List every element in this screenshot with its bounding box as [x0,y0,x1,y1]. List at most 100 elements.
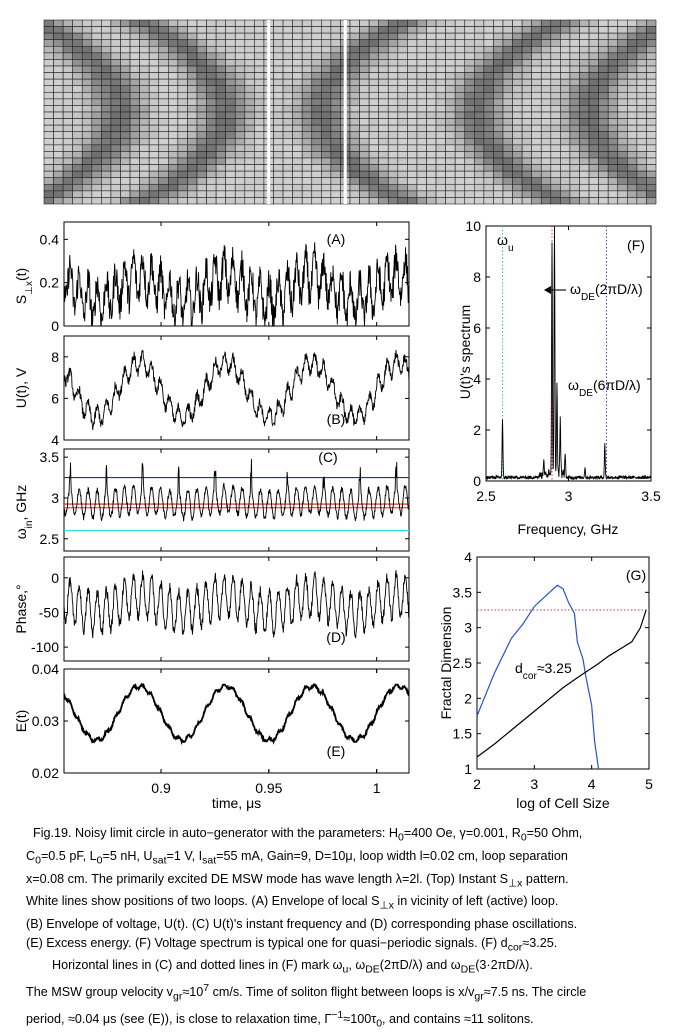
heatmap-cell [579,85,590,93]
heatmap-cell [359,52,370,60]
heatmap-cell [416,197,427,205]
heatmap-cell [196,164,207,172]
heatmap-cell [311,39,322,47]
heatmap-cell [646,118,657,126]
heatmap-cell [234,197,246,205]
heatmap-cell [254,52,265,60]
heatmap-cell [387,52,399,60]
heatmap-cell [244,65,255,73]
heatmap-cell [244,111,255,119]
heatmap-cell [502,78,513,87]
heatmap-cell [387,183,399,192]
heatmap-cell [416,52,427,60]
heatmap-cell [445,85,456,93]
heatmap-cell [359,85,370,93]
heatmap-cell [435,98,446,106]
heatmap-cell [349,32,360,41]
heatmap-cell [512,91,523,100]
heatmap-cell [397,45,408,54]
heatmap-cell [225,151,236,159]
heatmap-cell [454,85,466,93]
heatmap-cell [646,177,657,185]
heatmap-cell [646,91,657,100]
heatmap-cell [569,118,580,126]
heatmap-cell [349,78,360,87]
heatmap-cell [273,157,284,165]
heatmap-cell [53,39,64,47]
heatmap-cell [110,137,121,146]
heatmap-cell [426,124,437,133]
heatmap-cell [244,118,255,126]
heatmap-cell [617,137,628,146]
heatmap-cell [81,118,93,126]
panel-a-series [63,242,410,328]
heatmap-cell [416,98,427,106]
heatmap-cell [91,157,102,165]
heatmap-cell [474,131,485,139]
heatmap-cell [225,157,236,165]
heatmap-cell [282,26,293,34]
heatmap-cell [234,78,246,87]
heatmap-cell [330,26,341,34]
heatmap-cell [139,105,150,113]
panel-g-annotation-sub: cor [523,671,538,682]
heatmap-cell [454,170,466,179]
heatmap-cell [120,170,131,179]
heatmap-cell [196,170,207,179]
heatmap-cell [139,52,150,60]
heatmap-cell [512,26,523,34]
heatmap-cell [91,59,102,67]
heatmap-cell [607,85,619,93]
heatmap-cell [426,105,437,113]
heatmap-cell [292,19,303,27]
heatmap-cell [206,131,217,139]
heatmap-cell [579,111,590,119]
heatmap-cell [588,118,599,126]
heatmap-cell [474,164,485,172]
heatmap-cell [158,91,169,100]
heatmap-cell [540,26,552,34]
heatmap-cell [158,111,169,119]
heatmap-cell [148,91,160,100]
heatmap-cell [387,26,399,34]
heatmap-cell [129,137,140,146]
panel-f-omega-de2-tail: (6πD/λ) [593,377,641,393]
heatmap-cell [81,26,93,34]
heatmap-cell [560,131,571,139]
heatmap-cell [301,164,313,172]
heatmap-cell [101,91,112,100]
panel-f-frame [485,225,652,482]
heatmap-cell [62,26,73,34]
heatmap-cell [187,39,198,47]
heatmap-cell [72,59,83,67]
heatmap-cell [426,91,437,100]
heatmap-cell [129,131,140,139]
heatmap-cell [53,170,64,179]
heatmap-cell [521,170,532,179]
heatmap-cell [110,170,121,179]
heatmap-cell [359,45,370,54]
heatmap-cell [454,98,466,106]
heatmap-cell [311,177,322,185]
heatmap-cell [282,197,293,205]
heatmap-cell [407,137,418,146]
heatmap-cell [407,157,418,165]
heatmap-cell [588,85,599,93]
heatmap-cell [502,91,513,100]
heatmap-cell [330,19,341,27]
heatmap-cell [234,26,246,34]
heatmap-cell [588,131,599,139]
heatmap-cell [349,131,360,139]
heatmap-cell [43,65,54,73]
heatmap-cell [521,39,532,47]
heatmap-cell [560,78,571,87]
heatmap-cell [62,170,73,179]
heatmap-cell [282,32,293,41]
heatmap-cell [521,85,532,93]
heatmap-cell [234,19,246,27]
heatmap-cell [292,190,303,198]
heatmap-cell [445,183,456,192]
heatmap-cell [72,111,83,119]
heatmap-cell [416,177,427,185]
